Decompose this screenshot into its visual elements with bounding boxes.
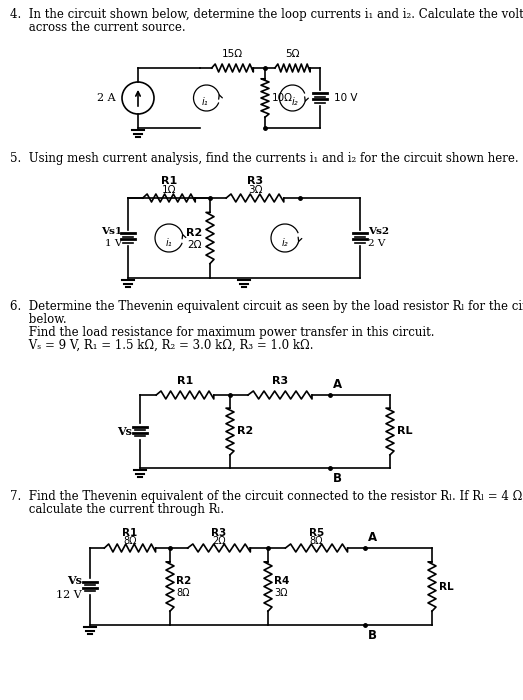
Text: Vs1: Vs1 — [101, 228, 122, 237]
Text: 3Ω: 3Ω — [248, 185, 262, 195]
Text: 2Ω: 2Ω — [212, 536, 226, 546]
Text: R1: R1 — [161, 176, 177, 186]
Text: RL: RL — [397, 426, 413, 437]
Text: A: A — [333, 378, 342, 391]
Text: R3: R3 — [247, 176, 263, 186]
Text: 8Ω: 8Ω — [310, 536, 323, 546]
Text: 1Ω: 1Ω — [162, 185, 176, 195]
Text: 1 V: 1 V — [105, 239, 122, 248]
Text: R2: R2 — [186, 228, 202, 238]
Text: 10Ω: 10Ω — [272, 93, 293, 103]
Text: RL: RL — [439, 582, 453, 591]
Text: 15Ω: 15Ω — [222, 49, 243, 59]
Text: below.: below. — [10, 313, 66, 326]
Text: R5: R5 — [309, 528, 324, 538]
Text: 2Ω: 2Ω — [188, 240, 202, 250]
Text: i₂: i₂ — [291, 97, 298, 107]
Text: Vₛ = 9 V, R₁ = 1.5 kΩ, R₂ = 3.0 kΩ, R₃ = 1.0 kΩ.: Vₛ = 9 V, R₁ = 1.5 kΩ, R₂ = 3.0 kΩ, R₃ =… — [10, 339, 313, 352]
Text: R2: R2 — [237, 426, 253, 437]
Text: 7.  Find the Thevenin equivalent of the circuit connected to the resistor Rₗ. If: 7. Find the Thevenin equivalent of the c… — [10, 490, 523, 503]
Text: i₂: i₂ — [282, 238, 288, 248]
Text: B: B — [333, 472, 342, 485]
Text: R1: R1 — [177, 376, 193, 386]
Text: R4: R4 — [274, 577, 289, 587]
Text: 2 V: 2 V — [368, 239, 385, 248]
Text: 10 V: 10 V — [334, 93, 358, 103]
Text: calculate the current through Rₗ.: calculate the current through Rₗ. — [10, 503, 224, 516]
Text: Vs: Vs — [117, 426, 132, 437]
Text: 4.  In the circuit shown below, determine the loop currents i₁ and i₂. Calculate: 4. In the circuit shown below, determine… — [10, 8, 523, 21]
Text: Vs: Vs — [67, 575, 82, 586]
Text: 5.  Using mesh current analysis, find the currents i₁ and i₂ for the circuit sho: 5. Using mesh current analysis, find the… — [10, 152, 519, 165]
Text: 12 V: 12 V — [56, 589, 82, 599]
Text: Vs2: Vs2 — [368, 228, 389, 237]
Text: 5Ω: 5Ω — [285, 49, 300, 59]
Text: 3Ω: 3Ω — [274, 589, 288, 598]
Text: R3: R3 — [211, 528, 226, 538]
Text: 8Ω: 8Ω — [176, 589, 189, 598]
Text: 6.  Determine the Thevenin equivalent circuit as seen by the load resistor Rₗ fo: 6. Determine the Thevenin equivalent cir… — [10, 300, 523, 313]
Text: R1: R1 — [122, 528, 138, 538]
Text: R2: R2 — [176, 577, 191, 587]
Text: i₁: i₁ — [201, 97, 208, 107]
Text: across the current source.: across the current source. — [10, 21, 186, 34]
Text: 8Ω: 8Ω — [123, 536, 137, 546]
Text: A: A — [368, 531, 377, 544]
Text: i₁: i₁ — [166, 238, 172, 248]
Text: B: B — [368, 629, 377, 642]
Text: 2 A: 2 A — [97, 93, 116, 103]
Text: R3: R3 — [272, 376, 288, 386]
Text: Find the load resistance for maximum power transfer in this circuit.: Find the load resistance for maximum pow… — [10, 326, 435, 339]
